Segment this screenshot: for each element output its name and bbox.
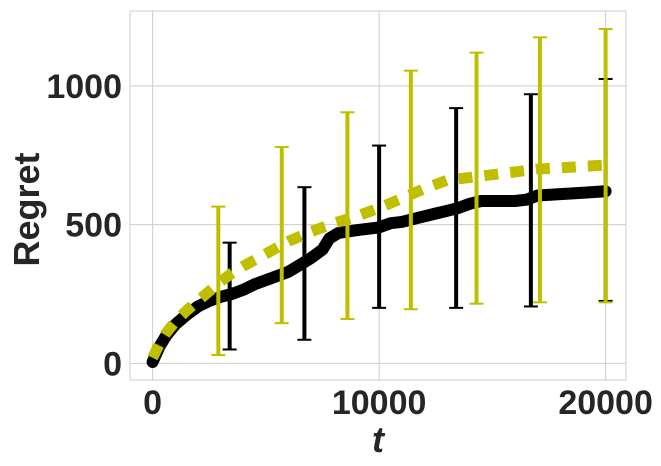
errorbar-dashed-6 [598,28,613,304]
tick-labels: 0 10000 20000 0 500 1000 [46,68,653,422]
series-dashed [147,28,613,361]
errorbar-solid-3 [449,107,464,309]
errorbar-dashed-1 [274,145,289,325]
x-tick-label-1: 10000 [332,384,427,422]
errorbar-solid-1 [297,186,312,341]
x-tick-label-0: 0 [143,384,162,422]
series-line-dashed [147,159,606,361]
errorbar-solid-0 [222,241,237,351]
errorbar-dashed-3 [403,69,418,311]
y-tick-label-2: 1000 [46,68,122,106]
errorbar-dashed-2 [340,111,355,320]
x-tick-label-2: 20000 [558,384,653,422]
errorbar-dashed-0 [211,205,226,357]
series-solid [146,77,613,368]
errorbar-solid-2 [372,144,387,309]
x-axis-label: t [372,419,386,460]
errorbar-solid-4 [523,93,538,308]
y-axis-label: Regret [6,152,47,266]
y-tick-label-1: 500 [65,207,122,245]
plot-frame [129,10,627,381]
y-tick-label-0: 0 [103,345,122,383]
errorbar-dashed-4 [469,51,484,305]
series-layer [146,28,613,368]
series-line-solid [146,185,612,368]
errorbar-dashed-5 [532,36,547,304]
